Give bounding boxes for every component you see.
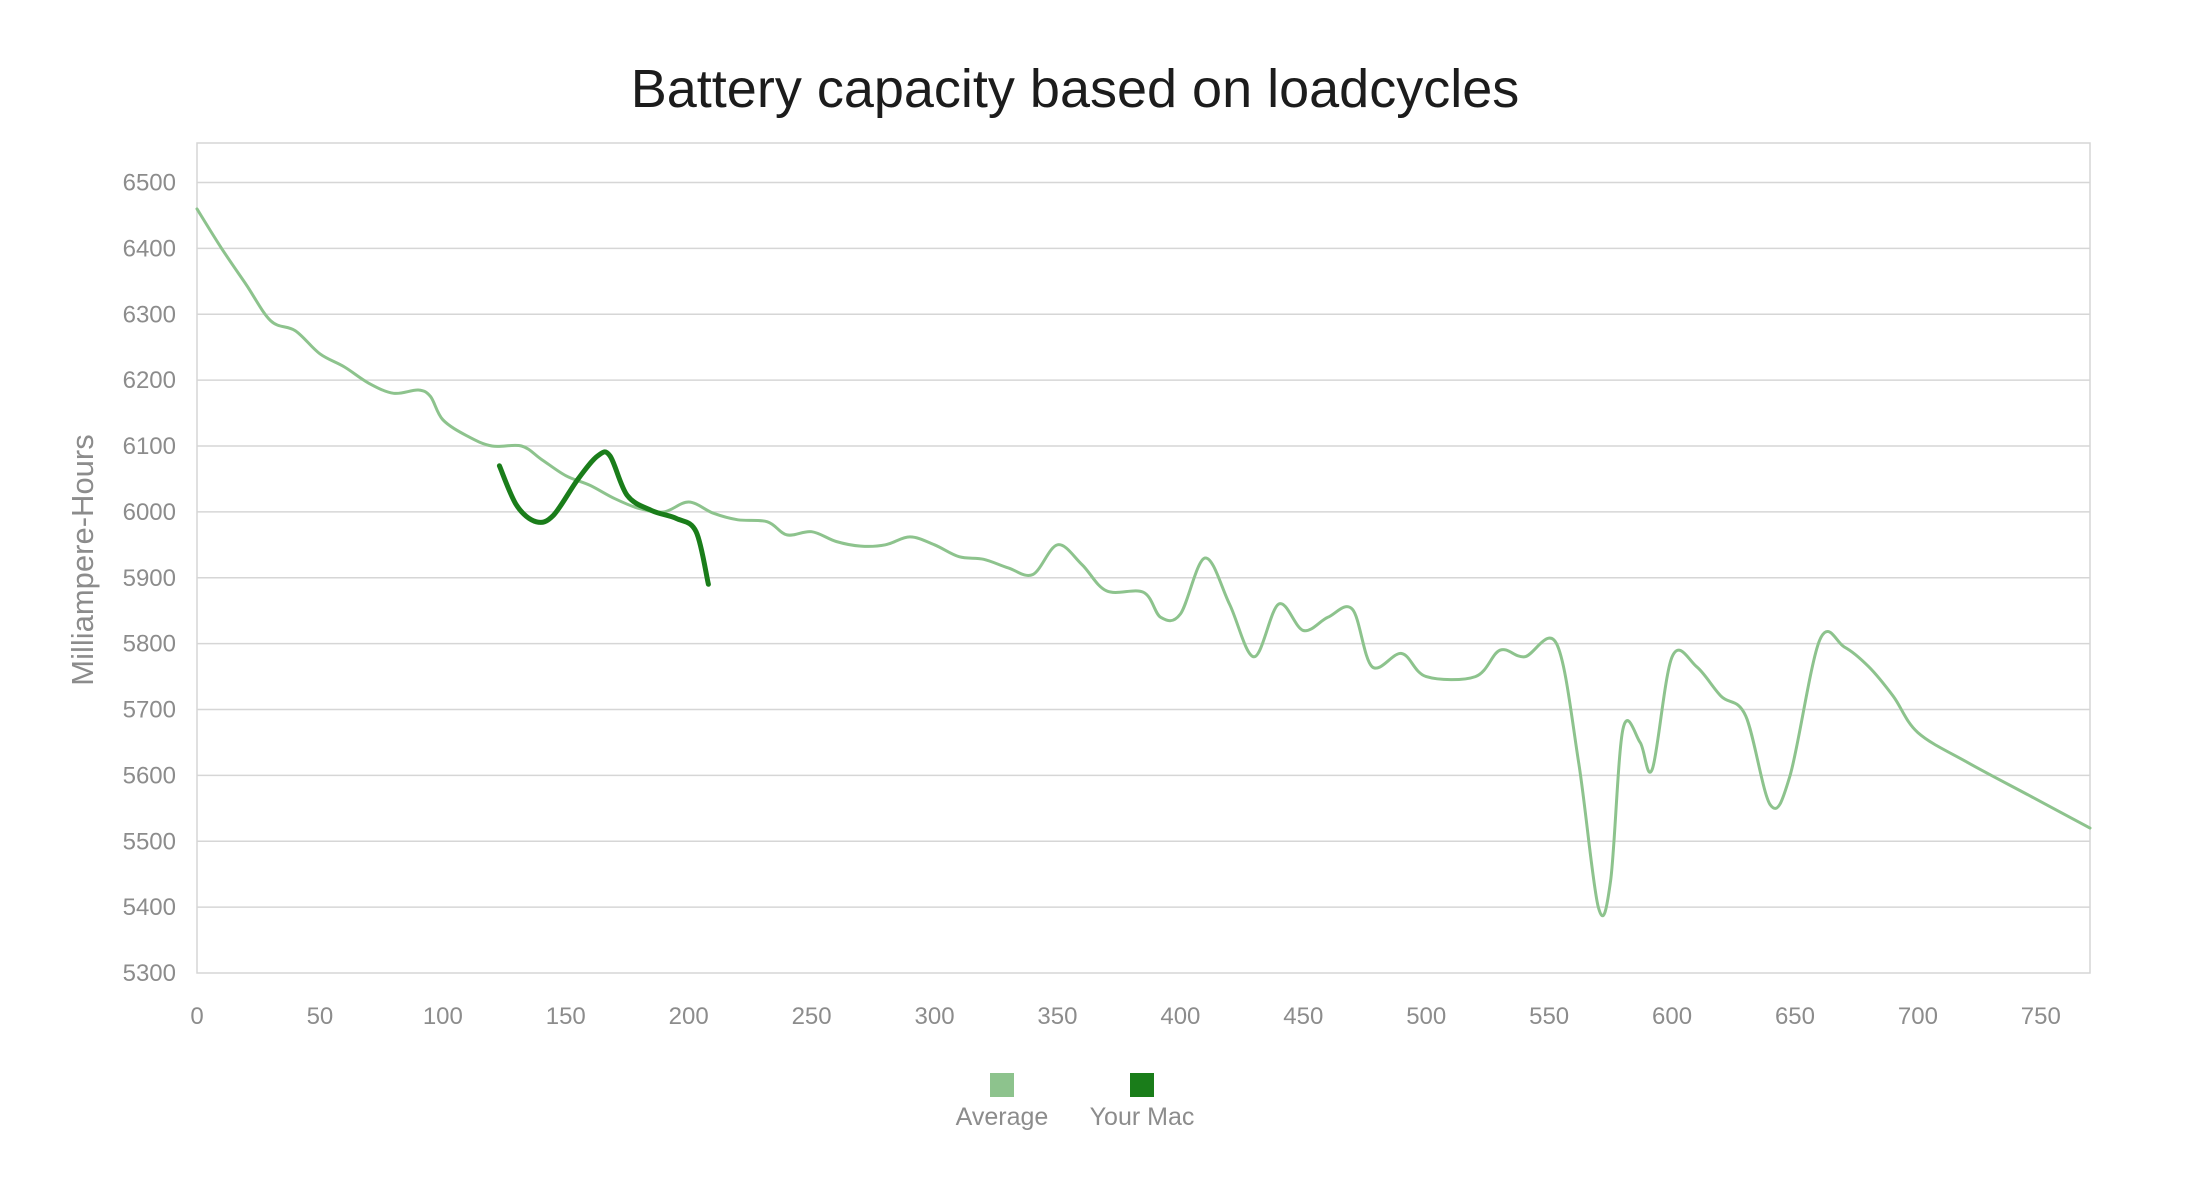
x-tick-label: 750: [2021, 1003, 2061, 1030]
plot-area: [196, 142, 2091, 974]
chart-title: Battery capacity based on loadcycles: [631, 59, 1520, 119]
y-tick-label: 6200: [123, 367, 176, 394]
legend-label: Average: [956, 1103, 1049, 1131]
y-tick-label: 6000: [123, 499, 176, 526]
x-axis-ticks: 0 50 100 150 200 250 300 350 400 450 500 550 600 650 7…: [190, 1003, 2061, 1030]
y-tick-label: 5900: [123, 565, 176, 592]
x-tick-label: 150: [546, 1003, 586, 1030]
legend: Average Your Mac: [956, 1073, 1195, 1131]
y-tick-label: 5800: [123, 631, 176, 658]
x-tick-label: 200: [669, 1003, 709, 1030]
grid-lines: [197, 181, 2090, 908]
y-tick-label: 6500: [123, 170, 176, 197]
y-tick-label: 5600: [123, 762, 176, 789]
y-axis-ticks: 5300 5400 5500 5600 5700 5800 5900 6000 6100 6200…: [123, 170, 176, 987]
legend-swatch: [1130, 1073, 1154, 1097]
y-tick-label: 6400: [123, 235, 176, 262]
legend-label: Your Mac: [1090, 1103, 1195, 1131]
x-tick-label: 100: [423, 1003, 463, 1030]
x-tick-label: 400: [1160, 1003, 1200, 1030]
x-tick-label: 0: [190, 1003, 203, 1030]
series-line-average: [195, 207, 2092, 918]
y-tick-label: 6300: [123, 301, 176, 328]
x-tick-label: 300: [915, 1003, 955, 1030]
x-tick-label: 350: [1037, 1003, 1077, 1030]
series-line-your-mac: [496, 449, 711, 587]
y-tick-label: 5500: [123, 828, 176, 855]
y-tick-label: 6100: [123, 433, 176, 460]
y-tick-label: 5700: [123, 697, 176, 724]
x-tick-label: 550: [1529, 1003, 1569, 1030]
x-tick-label: 700: [1898, 1003, 1938, 1030]
series-lines: [195, 207, 2092, 918]
x-tick-label: 500: [1406, 1003, 1446, 1030]
x-tick-label: 600: [1652, 1003, 1692, 1030]
y-tick-label: 5300: [123, 960, 176, 987]
x-tick-label: 50: [307, 1003, 334, 1030]
y-axis-label: Milliampere-Hours: [65, 434, 100, 686]
x-tick-label: 450: [1283, 1003, 1323, 1030]
y-tick-label: 5400: [123, 894, 176, 921]
legend-swatch: [990, 1073, 1014, 1097]
x-tick-label: 650: [1775, 1003, 1815, 1030]
x-tick-label: 250: [792, 1003, 832, 1030]
